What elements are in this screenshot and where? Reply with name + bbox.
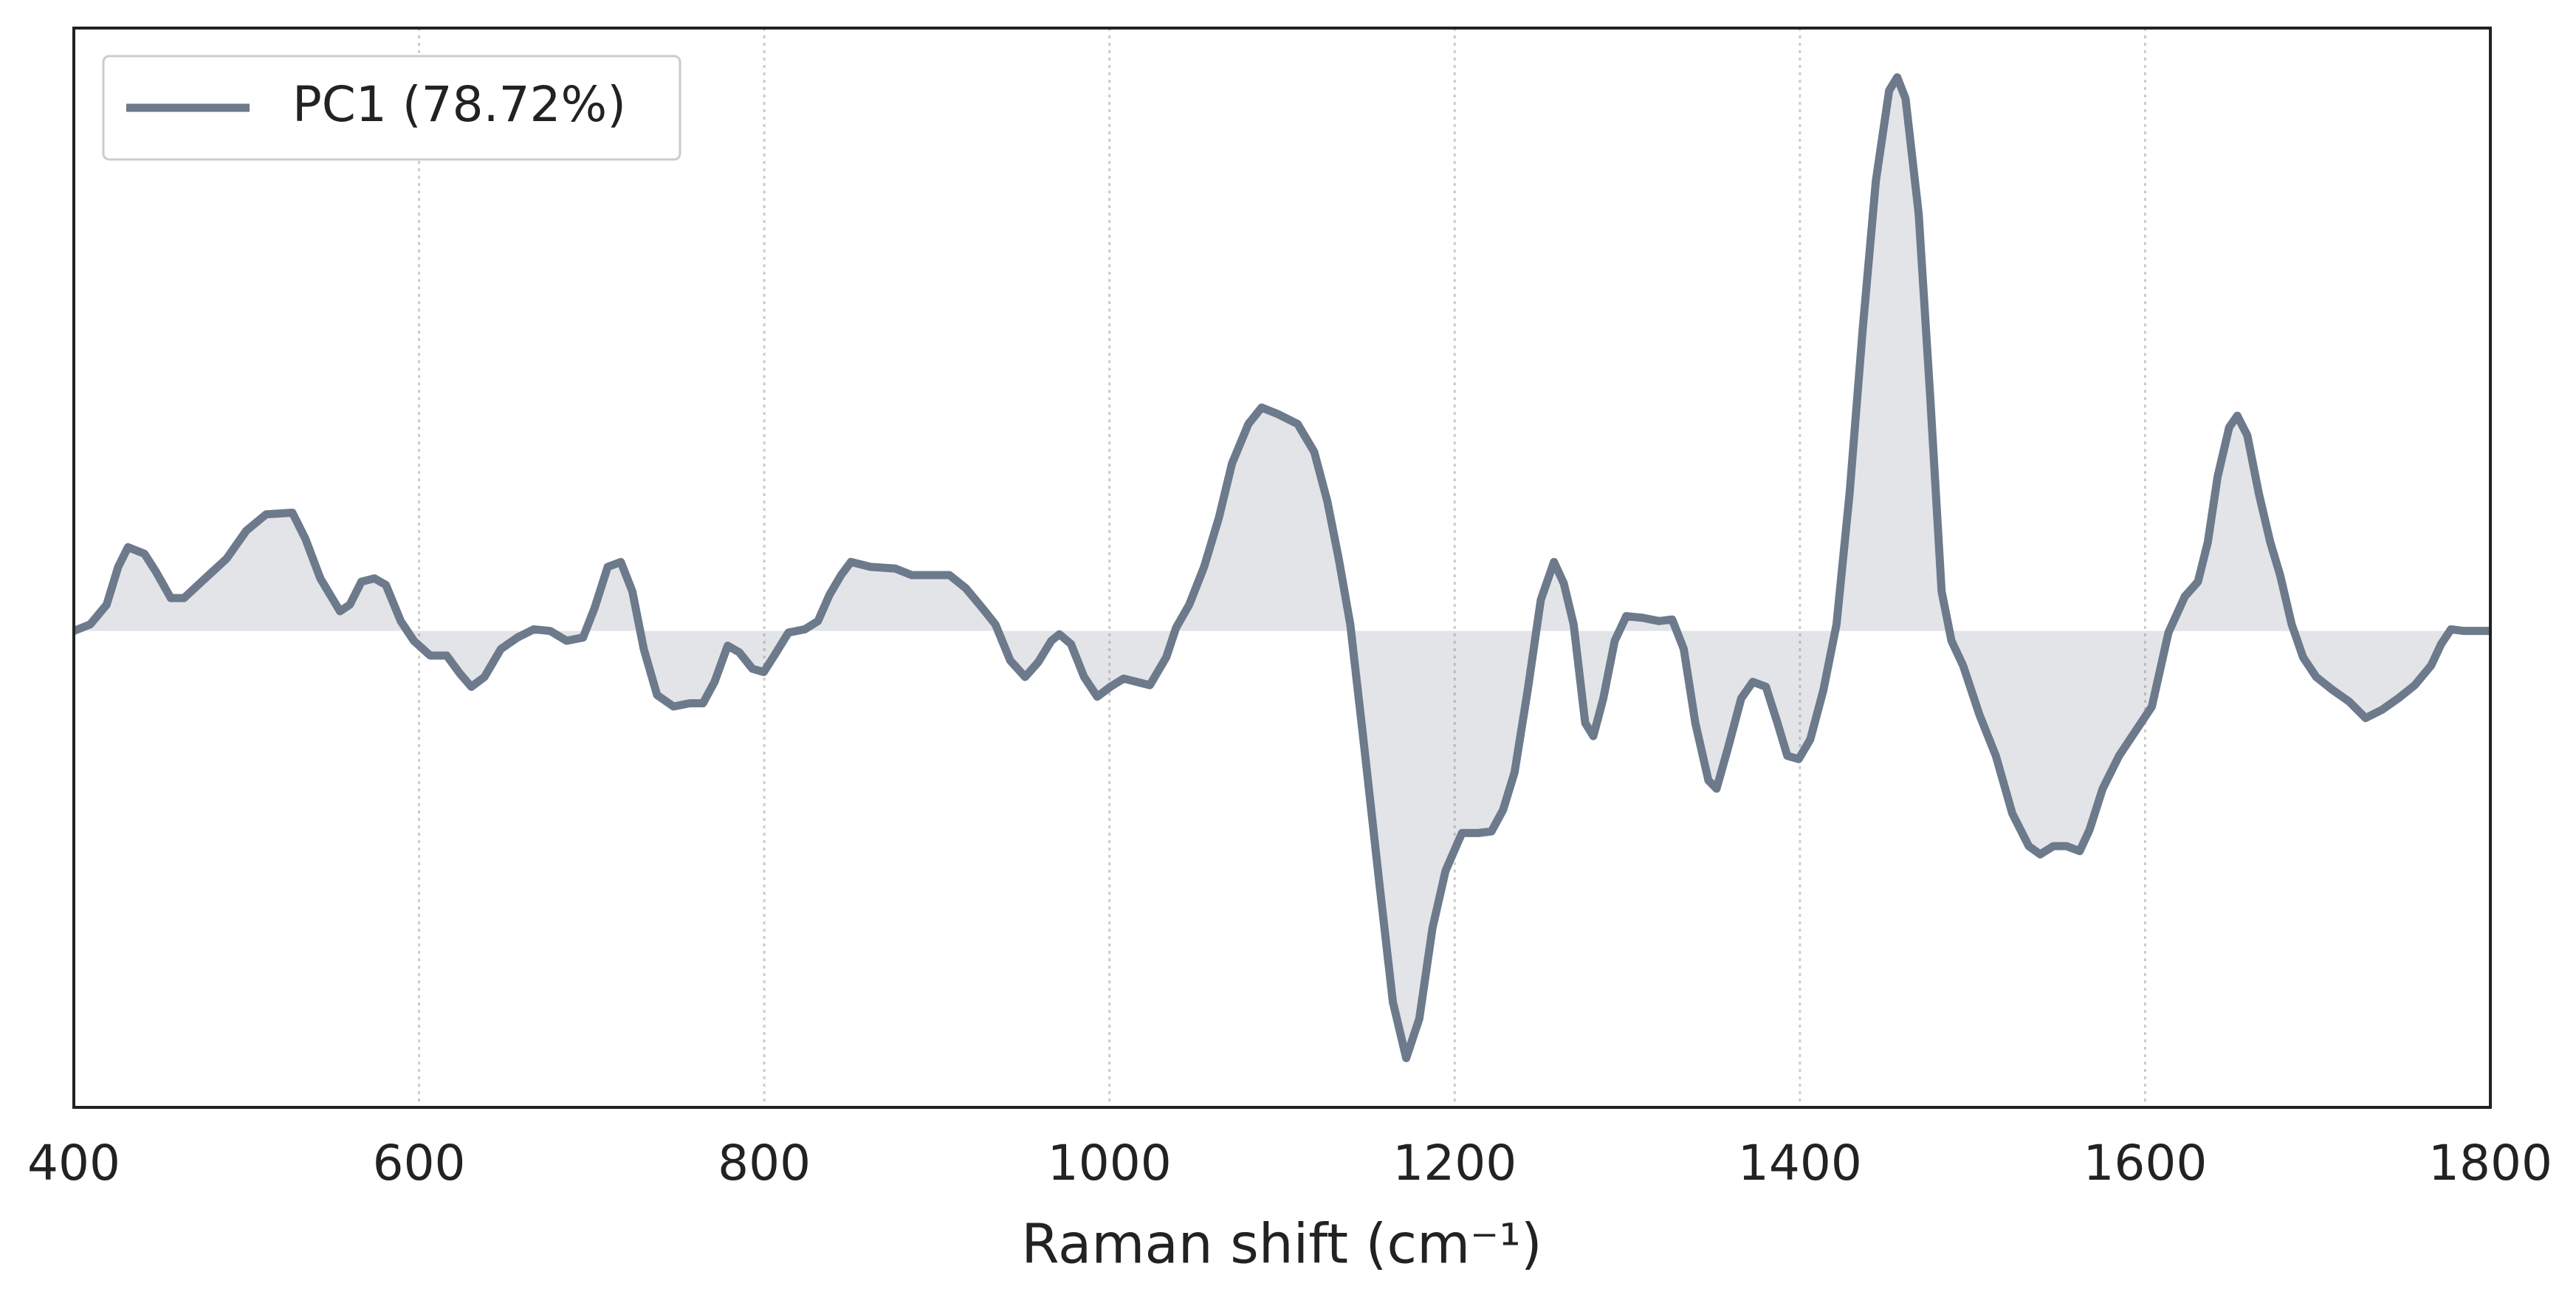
x-axis-label: Raman shift (cm⁻¹) — [1021, 1213, 1542, 1276]
legend-label: PC1 (78.72%) — [292, 76, 626, 133]
x-tick-label: 1200 — [1392, 1135, 1517, 1192]
x-tick-label: 1000 — [1048, 1135, 1172, 1192]
x-tick-label: 600 — [373, 1135, 466, 1192]
x-tick-label: 1400 — [1738, 1135, 1862, 1192]
x-tick-label: 800 — [718, 1135, 811, 1192]
plot-frame — [72, 27, 2492, 1109]
x-tick-label: 400 — [27, 1135, 120, 1192]
line — [72, 73, 2490, 1062]
legend-box — [102, 55, 681, 161]
legend: PC1 (78.72%) — [102, 55, 681, 161]
x-tick-label: 1800 — [2428, 1135, 2552, 1192]
fill-area — [74, 77, 2490, 1059]
x-tick-label: 1600 — [2083, 1135, 2207, 1192]
